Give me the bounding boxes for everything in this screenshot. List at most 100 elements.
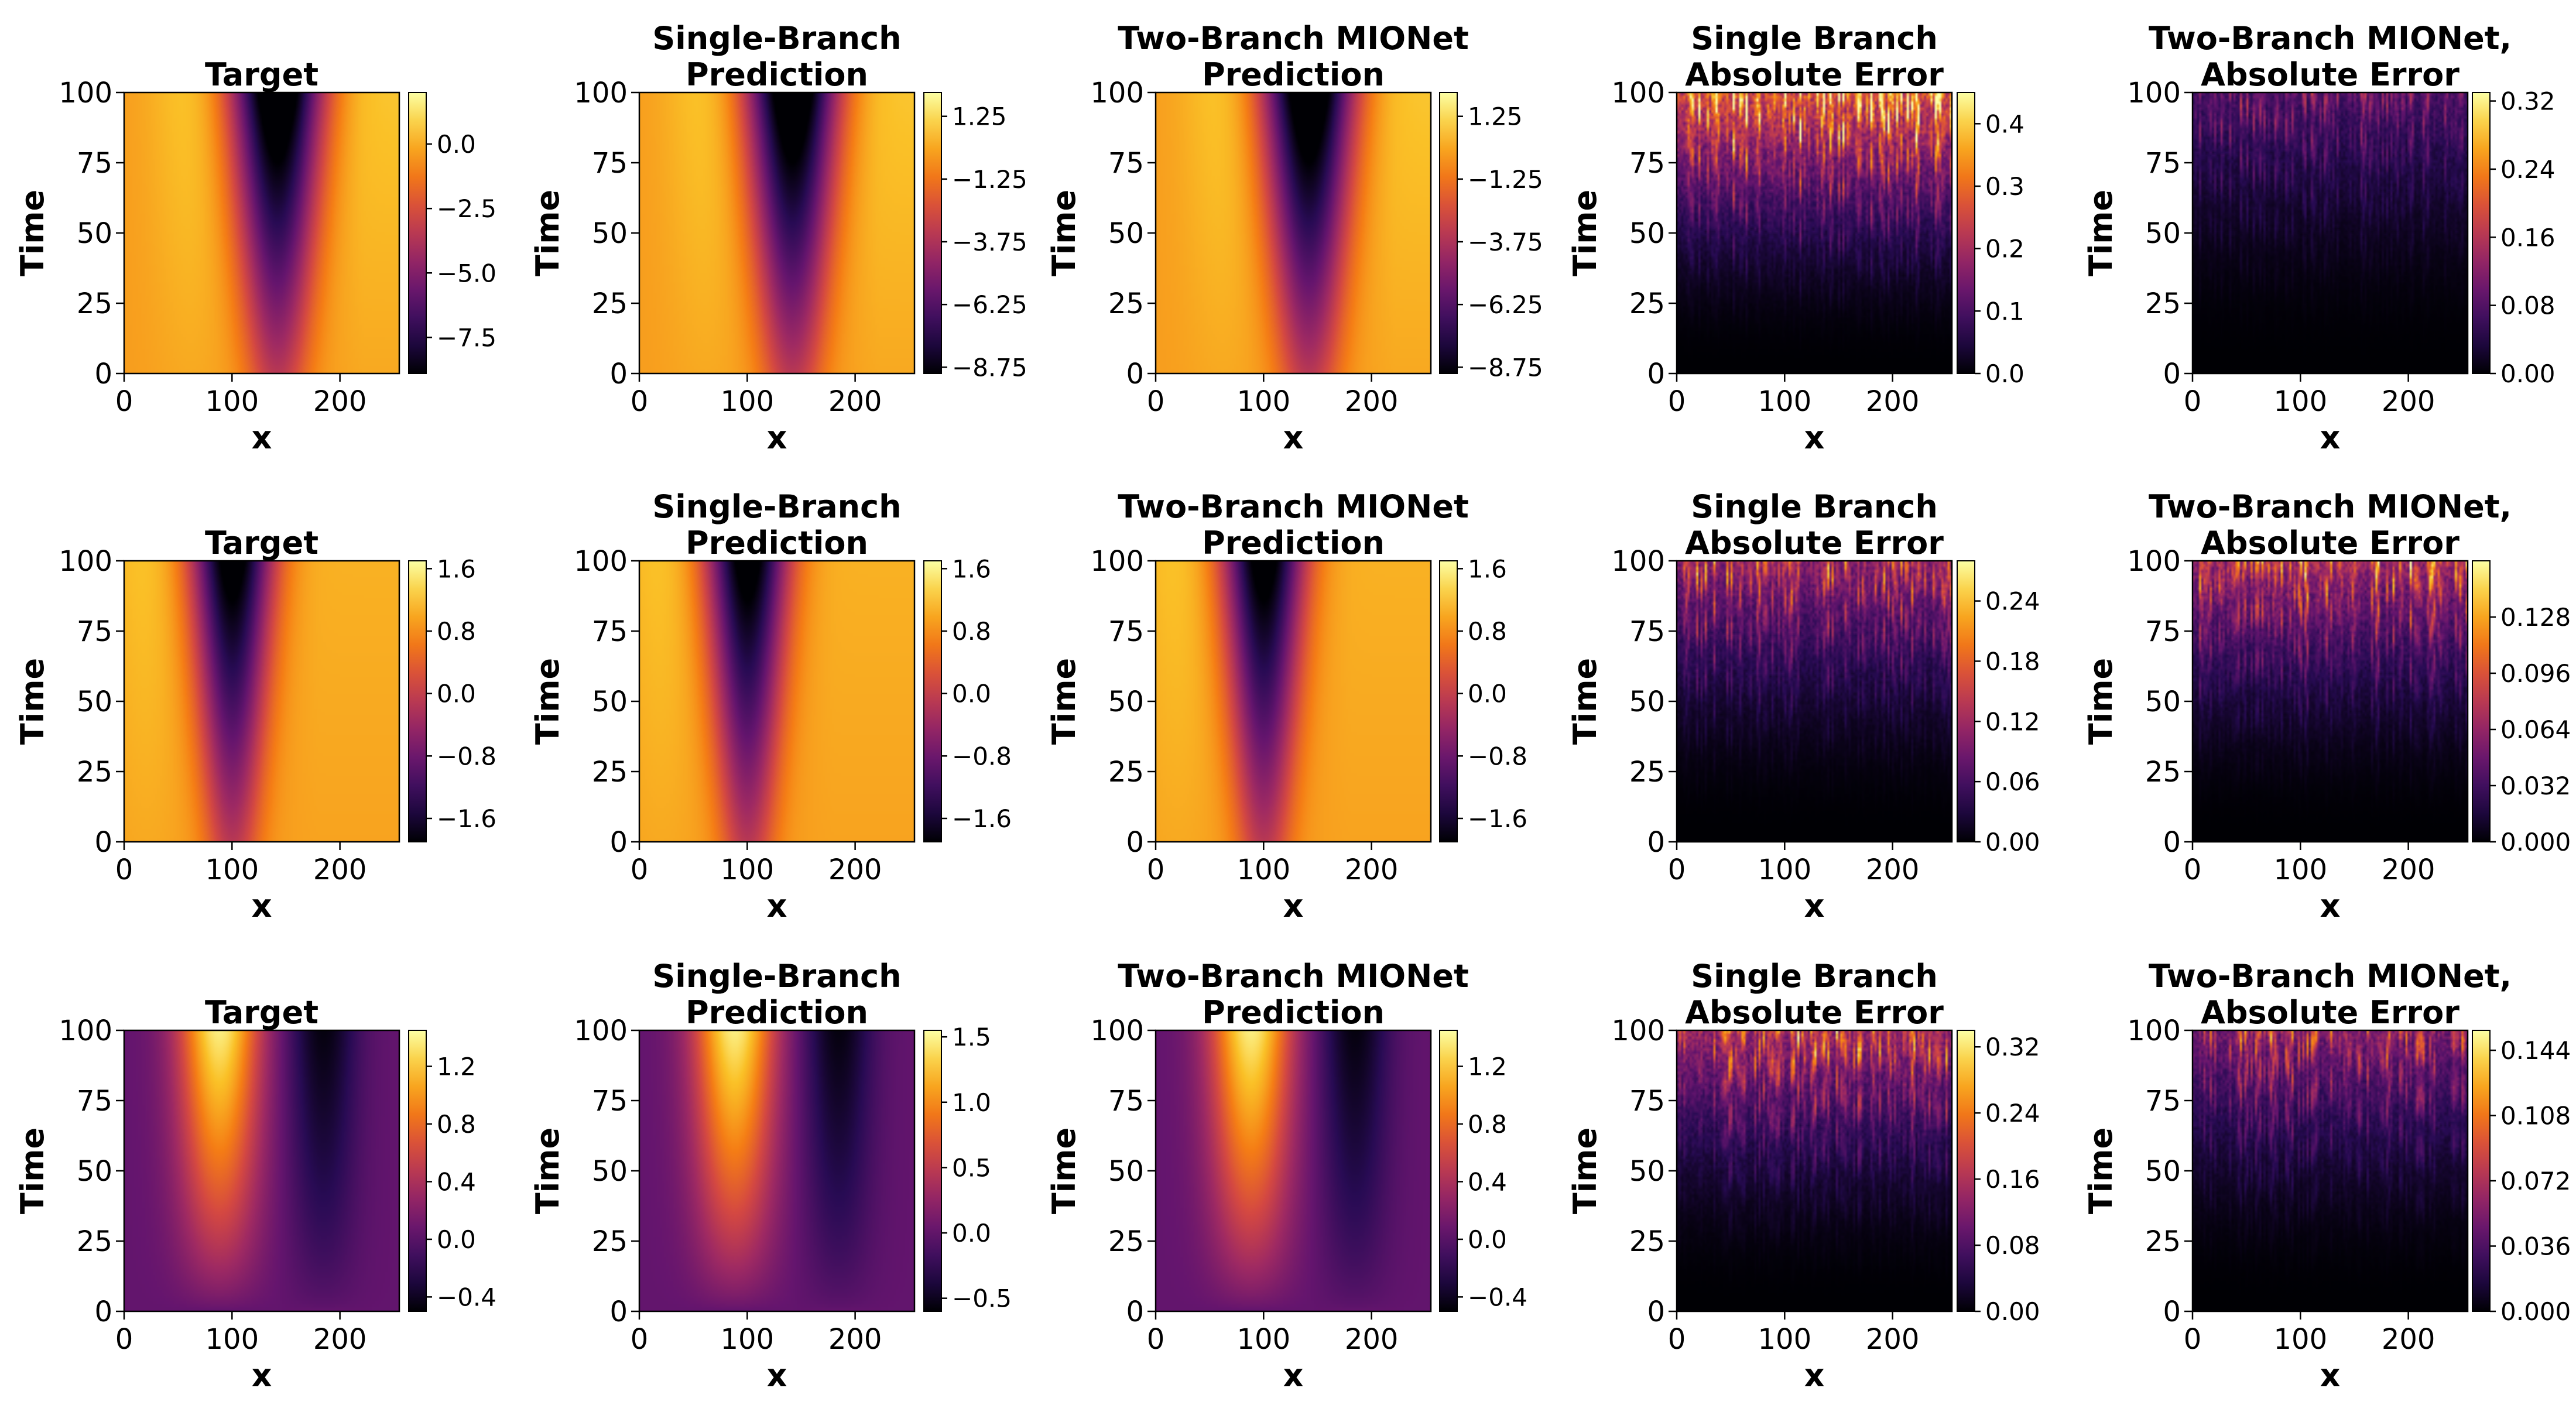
colorbar-tick-label: 0.0 [437,680,476,708]
y-tick-label: 50 [1108,1155,1144,1188]
colorbar [923,1030,942,1312]
y-tick-label: 75 [1629,615,1665,648]
x-tick-label: 200 [828,385,882,418]
y-tick-label: 100 [1090,545,1144,578]
colorbar-tick-label: 0.06 [1985,767,2040,796]
y-tick-label: 25 [1629,287,1665,320]
y-tick-label: 100 [574,77,628,109]
colorbar-tick-label: 0.32 [1985,1033,2040,1061]
colorbar-tick-label: −0.8 [1468,742,1527,770]
y-tick-label: 25 [77,287,112,320]
y-axis-label: Time [1567,190,1604,276]
y-tick-label: 0 [609,358,628,390]
colorbar-tick-label: 0.00 [1985,1297,2040,1326]
y-tick-label: 75 [1108,615,1144,648]
y-tick-label: 50 [2145,1155,2181,1188]
y-tick-label: 0 [2163,1296,2181,1328]
y-tick-label: 25 [592,756,628,789]
heatmap-image [124,561,399,842]
x-tick-label: 200 [1345,1323,1399,1356]
y-axis-label: Time [14,190,51,276]
y-tick-label: 0 [1647,1296,1665,1328]
y-tick-label: 0 [609,1296,628,1328]
colorbar-tick-label: 0.3 [1985,172,2025,201]
subplot-title: Absolute Error [2201,994,2459,1031]
y-axis-label: Time [1567,658,1604,745]
y-tick-label: 50 [2145,217,2181,250]
colorbar-tick-label: 0.0 [1468,1225,1507,1254]
y-tick-label: 0 [2163,826,2181,859]
y-tick-label: 50 [77,686,112,718]
colorbar-tick-label: 0.4 [437,1167,476,1196]
x-axis-label: x [1804,887,1825,924]
colorbar-tick-label: 0.16 [2500,223,2556,252]
heatmap-image [2193,561,2468,842]
y-tick-label: 100 [1090,77,1144,109]
y-tick-label: 100 [1090,1015,1144,1047]
colorbar-tick-label: 0.8 [1468,1110,1507,1139]
y-tick-label: 0 [2163,358,2181,390]
y-tick-label: 100 [1611,77,1665,109]
colorbar-tick-label: 0.0 [1985,359,2025,388]
colorbar-tick-label: 0.4 [1985,109,2025,138]
colorbar-tick-label: −1.25 [952,165,1027,194]
y-tick-label: 75 [77,615,112,648]
colorbar [2472,92,2491,374]
colorbar-tick-label: 0.0 [437,1225,476,1254]
x-tick-label: 0 [115,385,133,418]
y-axis-label: Time [14,1128,51,1214]
colorbar-tick-label: 0.00 [1985,828,2040,856]
y-tick-label: 75 [592,615,628,648]
colorbar-tick-label: −7.5 [437,323,496,352]
colorbar-tick-label: −0.4 [437,1283,496,1311]
y-tick-label: 0 [609,826,628,859]
colorbar-tick-label: −1.25 [1468,165,1543,194]
colorbar-tick-label: 0.8 [437,1110,476,1139]
colorbar-tick-label: 0.4 [1468,1167,1507,1196]
colorbar-tick-label: 0.0 [952,680,991,708]
x-axis-label: x [1283,1357,1304,1394]
colorbar-tick-label: 0.032 [2500,772,2571,800]
colorbar-tick-label: 0.24 [2500,155,2556,184]
x-tick-label: 100 [205,1323,259,1356]
y-tick-label: 100 [2127,1015,2181,1047]
subplot-1-1: Target 0 25 50 75 100 0 100 200 x Time 0.0 −2.5 −5.0 −… [14,56,496,456]
colorbar-tick-label: 1.0 [952,1088,991,1117]
y-tick-label: 50 [1108,686,1144,718]
y-tick-label: 25 [77,756,112,789]
subplot-title: Target [205,525,318,561]
x-tick-label: 200 [313,385,367,418]
colorbar [2472,1030,2491,1312]
y-tick-label: 100 [2127,77,2181,109]
x-tick-label: 200 [828,1323,882,1356]
x-tick-label: 100 [2274,385,2328,418]
y-axis-label: Time [2082,658,2119,745]
heatmap-image [1677,1030,1952,1311]
x-axis-label: x [1283,419,1304,456]
colorbar [408,92,427,374]
x-tick-label: 100 [1758,1323,1812,1356]
y-tick-label: 100 [2127,545,2181,578]
colorbar-tick-label: −0.4 [1468,1283,1527,1311]
y-tick-label: 50 [592,1155,628,1188]
colorbar-tick-label: 1.6 [1468,554,1507,583]
colorbar-tick-label: −2.5 [437,194,496,223]
colorbar-tick-label: 0.08 [1985,1231,2040,1260]
y-tick-label: 75 [2145,147,2181,180]
x-tick-label: 0 [631,854,649,886]
y-tick-label: 75 [2145,615,2181,648]
x-tick-label: 0 [2184,854,2202,886]
heatmap-image [124,1030,399,1311]
subplot-title: Absolute Error [2201,56,2459,93]
x-tick-label: 200 [2382,1323,2435,1356]
subplot-title: Absolute Error [1685,525,1944,561]
colorbar-tick-label: 1.6 [437,554,476,583]
x-axis-label: x [2320,1357,2341,1394]
x-tick-label: 0 [631,1323,649,1356]
colorbar [1957,1030,1975,1312]
